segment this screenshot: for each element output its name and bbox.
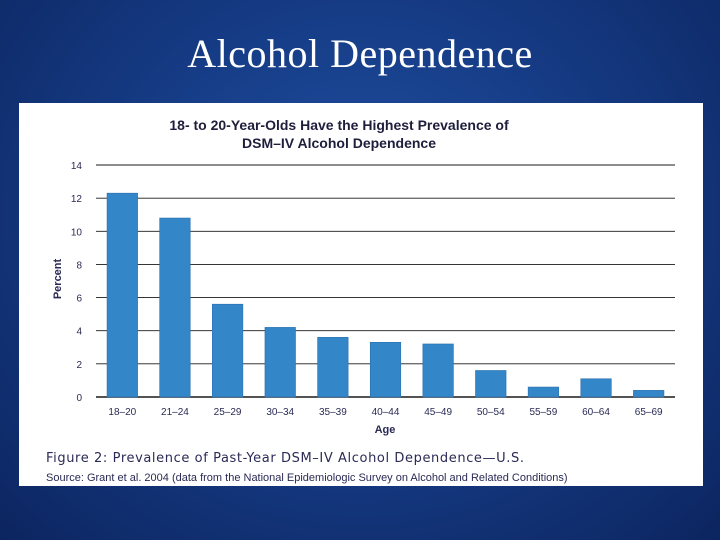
bar-30–34 (264, 327, 296, 398)
bar-65–69 (633, 390, 665, 398)
figure-caption: Figure 2: Prevalence of Past-Year DSM–IV… (46, 451, 525, 466)
bar-55–59 (527, 386, 559, 398)
y-tick-labels: 0 2 4 6 8 10 12 14 (71, 161, 83, 404)
bar-35–39 (317, 337, 349, 398)
slide-title: Alcohol Dependence (187, 31, 533, 76)
x-tick-label: 55–59 (530, 407, 558, 418)
y-tick-label: 10 (71, 227, 83, 238)
y-tick-label: 8 (76, 260, 82, 271)
y-tick-label: 12 (71, 194, 83, 205)
x-tick-label: 30–34 (266, 407, 294, 418)
x-tick-label: 35–39 (319, 407, 347, 418)
chart-title: 18- to 20-Year-Olds Have the Highest Pre… (129, 116, 549, 152)
bar-60–64 (580, 378, 612, 398)
x-tick-label: 50–54 (477, 407, 505, 418)
x-tick-labels: 18–20 21–24 25–29 30–34 35–39 40–44 45–49 50–54… (108, 407, 663, 418)
x-tick-label: 18–20 (108, 407, 136, 418)
bar-25–29 (212, 303, 244, 398)
bar-50–54 (475, 370, 507, 398)
bar-18–20 (106, 192, 138, 398)
source-note: Source: Grant et al. 2004 (data from the… (46, 472, 568, 484)
bar-21–24 (159, 217, 191, 398)
bar-chart: 0 2 4 6 8 10 12 14 18–20 21–24 25–29 30–34 35–39 40–… (52, 161, 675, 436)
y-axis-label: Percent (52, 258, 64, 299)
chart-title-line-2: DSM–IV Alcohol Dependence (242, 135, 436, 151)
chart-title-line-1: 18- to 20-Year-Olds Have the Highest Pre… (169, 117, 509, 133)
x-tick-label: 25–29 (214, 407, 242, 418)
y-tick-label: 14 (71, 161, 83, 172)
x-axis-label: Age (375, 424, 396, 436)
x-tick-label: 45–49 (424, 407, 452, 418)
y-tick-label: 6 (76, 294, 82, 305)
y-tick-label: 2 (76, 360, 82, 371)
x-tick-label: 60–64 (582, 407, 610, 418)
x-tick-label: 65–69 (635, 407, 663, 418)
chart-panel: 18- to 20-Year-Olds Have the Highest Pre… (19, 103, 703, 486)
x-tick-label: 21–24 (161, 407, 189, 418)
bars (106, 192, 665, 398)
bar-45–49 (422, 343, 454, 398)
gridlines (96, 164, 675, 398)
bar-40–44 (369, 342, 402, 398)
x-tick-label: 40–44 (372, 407, 400, 418)
y-tick-label: 0 (76, 393, 82, 404)
y-tick-label: 4 (76, 327, 82, 338)
